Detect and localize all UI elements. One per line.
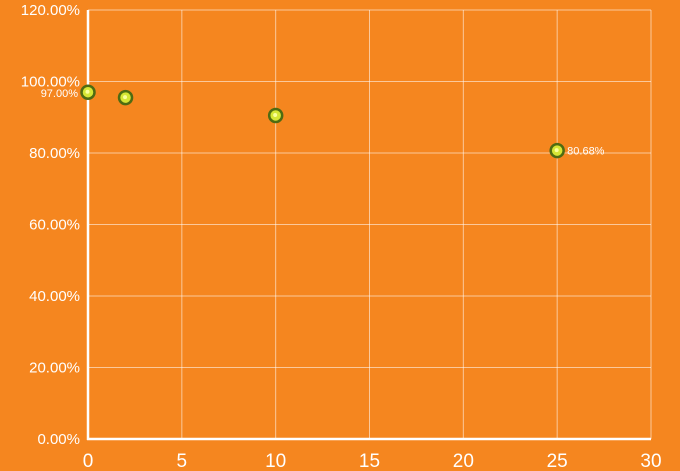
x-tick-label: 0 — [83, 451, 94, 471]
data-point-highlight — [554, 148, 559, 153]
data-points — [80, 84, 565, 159]
data-point-highlight — [273, 112, 278, 117]
data-label: 97.00% — [41, 88, 79, 100]
data-labels: 97.00% 80.68% — [41, 88, 605, 157]
x-tick-label: 20 — [453, 451, 474, 471]
x-tick-label: 25 — [547, 451, 568, 471]
y-tick-label: 0.00% — [37, 431, 80, 448]
x-tick-label: 30 — [640, 451, 661, 471]
data-label: 80.68% — [567, 146, 605, 158]
x-tick-label: 15 — [359, 451, 380, 471]
y-tick-label: 80.00% — [29, 145, 80, 162]
y-tick-label: 20.00% — [29, 360, 80, 377]
y-tick-label: 60.00% — [29, 217, 80, 234]
x-tick-label: 10 — [265, 451, 286, 471]
gridlines — [88, 9, 652, 439]
y-tick-label: 40.00% — [29, 288, 80, 305]
data-point-highlight — [123, 95, 128, 100]
data-point-highlight — [85, 89, 90, 94]
tick-labels: 0.00% 20.00% 40.00% 60.00% 80.00% 100.00% 120.… — [21, 2, 662, 471]
y-tick-label: 120.00% — [21, 2, 80, 19]
axes — [86, 10, 651, 441]
x-tick-label: 5 — [177, 451, 188, 471]
y-tick-label: 100.00% — [21, 74, 80, 91]
